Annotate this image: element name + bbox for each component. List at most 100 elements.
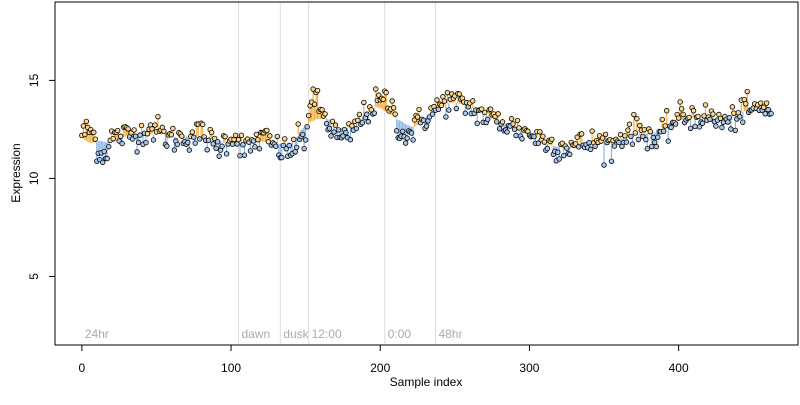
- data-point: [364, 111, 370, 117]
- data-point: [134, 149, 140, 155]
- data-point: [456, 91, 463, 97]
- data-point: [117, 133, 124, 139]
- data-point: [295, 121, 301, 127]
- data-point: [393, 128, 400, 134]
- data-point: [635, 136, 642, 143]
- data-point: [601, 162, 607, 168]
- data-point: [440, 94, 446, 100]
- data-point: [232, 132, 239, 139]
- data-point: [213, 145, 219, 152]
- data-point: [222, 133, 228, 140]
- data-point: [726, 114, 733, 121]
- data-point: [410, 137, 416, 143]
- data-point: [250, 138, 257, 144]
- data-point: [404, 135, 410, 141]
- data-point: [191, 134, 197, 140]
- data-point: [132, 133, 139, 139]
- data-point: [575, 144, 582, 150]
- data-point: [299, 131, 306, 138]
- data-point: [279, 154, 285, 161]
- data-point: [511, 126, 518, 132]
- data-point: [599, 135, 606, 141]
- y-axis: 5 10 15: [27, 73, 56, 280]
- marker-label: dawn: [242, 327, 271, 341]
- data-point: [135, 139, 142, 146]
- data-point: [634, 115, 640, 122]
- data-point: [161, 128, 167, 135]
- data-point: [104, 155, 110, 162]
- data-point: [541, 139, 548, 145]
- data-point: [291, 136, 297, 143]
- data-point: [92, 136, 98, 142]
- data-point: [696, 124, 703, 130]
- data-point: [695, 113, 701, 120]
- y-tick-label: 10: [27, 171, 41, 185]
- data-point: [164, 143, 170, 149]
- data-point: [197, 136, 203, 142]
- data-point: [531, 133, 537, 140]
- data-point: [323, 120, 330, 127]
- data-point: [731, 110, 737, 116]
- data-point: [110, 135, 116, 142]
- data-point: [420, 117, 427, 123]
- data-point: [292, 149, 298, 155]
- data-point: [647, 128, 653, 135]
- data-point: [286, 142, 292, 149]
- data-point: [252, 144, 258, 150]
- data-point: [653, 143, 659, 150]
- x-tick-label: 300: [519, 361, 539, 375]
- data-point: [699, 120, 706, 126]
- data-point: [487, 106, 494, 112]
- data-point: [106, 143, 112, 150]
- data-point: [414, 114, 421, 120]
- data-point: [728, 126, 734, 132]
- data-point: [443, 114, 449, 120]
- data-point: [617, 131, 624, 138]
- data-point: [690, 108, 697, 114]
- data-point: [592, 143, 598, 149]
- data-point: [301, 145, 307, 152]
- data-point: [686, 114, 692, 121]
- data-point: [305, 112, 312, 119]
- x-axis: 0 100 200 300 400: [79, 344, 689, 375]
- data-point: [347, 137, 354, 143]
- data-point: [678, 106, 685, 112]
- data-point: [444, 89, 451, 96]
- data-point: [556, 156, 562, 162]
- data-point: [211, 135, 218, 142]
- data-point: [765, 106, 771, 113]
- data-point: [641, 126, 648, 133]
- data-point: [762, 111, 768, 117]
- data-point: [335, 127, 342, 133]
- data-point: [214, 139, 221, 145]
- data-point: [717, 115, 724, 122]
- data-point: [174, 141, 181, 148]
- data-point: [264, 127, 270, 134]
- x-tick-label: 0: [79, 361, 86, 375]
- marker-label: 24hr: [85, 327, 109, 341]
- data-point: [429, 111, 436, 117]
- data-point: [359, 120, 366, 126]
- data-point: [311, 101, 318, 107]
- data-point: [567, 151, 573, 158]
- data-point: [234, 141, 240, 147]
- data-point: [493, 119, 500, 125]
- data-point: [675, 115, 682, 121]
- data-point: [365, 119, 372, 125]
- y-tick-label: 5: [27, 273, 41, 280]
- data-point: [273, 143, 279, 149]
- data-point: [602, 131, 609, 138]
- data-point: [322, 111, 328, 117]
- x-tick-label: 400: [669, 361, 689, 375]
- data-point: [282, 136, 288, 142]
- data-point: [632, 130, 639, 136]
- data-point: [484, 116, 491, 123]
- data-point: [155, 113, 161, 120]
- data-point: [668, 124, 674, 131]
- data-point: [462, 110, 468, 116]
- data-point: [707, 116, 713, 123]
- data-point: [608, 158, 615, 164]
- data-point: [408, 130, 415, 136]
- data-point: [441, 98, 448, 104]
